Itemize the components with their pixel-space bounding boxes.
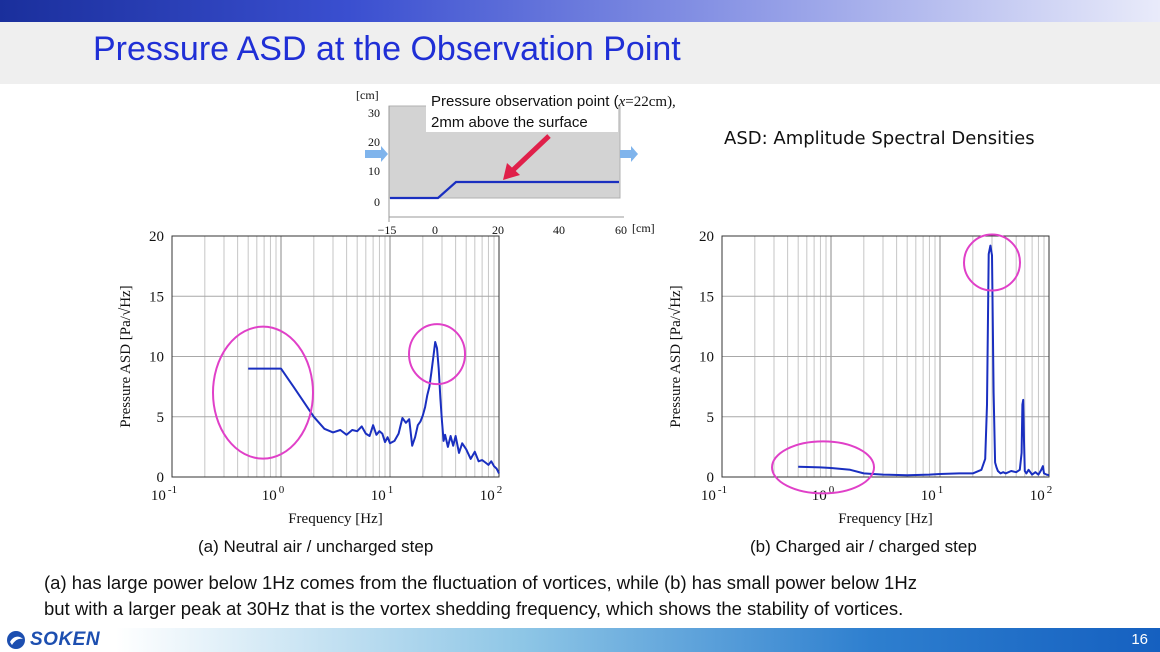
soken-logo-icon — [7, 631, 25, 649]
domain-floor — [390, 199, 618, 216]
page-number: 16 — [1131, 631, 1148, 648]
soken-logo: SOKEN — [6, 629, 101, 650]
asd-definition-note: ASD: Amplitude Spectral Densities — [724, 128, 1035, 149]
inflow-arrow — [365, 146, 388, 162]
diagram-x-tick: 0 — [432, 223, 438, 237]
footer-bar — [0, 628, 1160, 652]
annotation-text-2: 2mm above the surface — [431, 114, 588, 131]
diagram-y-tick: 30 — [368, 106, 380, 120]
diagram-y-tick: 10 — [368, 164, 380, 178]
summary-line-2: but with a larger peak at 30Hz that is t… — [44, 598, 904, 619]
diagram-x-tick: 20 — [492, 223, 504, 237]
title-band — [0, 22, 1160, 84]
summary-text: (a) has large power below 1Hz comes from… — [44, 570, 1134, 622]
annotation-box — [426, 90, 618, 132]
diagram-x-tick: 40 — [553, 223, 565, 237]
diagram-y-unit: [cm] — [356, 88, 379, 102]
caption-neutral-air: (a) Neutral air / uncharged step — [198, 537, 434, 556]
summary-line-1: (a) has large power below 1Hz comes from… — [44, 572, 917, 593]
caption-charged-air: (b) Charged air / charged step — [750, 537, 977, 556]
diagram-x-unit: [cm] — [632, 221, 655, 235]
pointer-arrow-shaft — [510, 134, 551, 173]
top-accent-bar — [0, 0, 1160, 22]
step-profile — [390, 180, 619, 200]
diagram-y-tick: 20 — [368, 135, 380, 149]
soken-logo-text: SOKEN — [30, 629, 101, 650]
diagram-y-tick: 0 — [374, 195, 380, 209]
diagram-x-tick: −15 — [378, 223, 397, 237]
pointer-arrow-head — [503, 163, 520, 180]
annotation-text-1: Pressure observation point (x=22cm), — [431, 93, 676, 110]
outflow-arrow — [620, 146, 638, 162]
diagram-x-tick: 60 — [615, 223, 627, 237]
slide-title: Pressure ASD at the Observation Point — [93, 30, 681, 68]
